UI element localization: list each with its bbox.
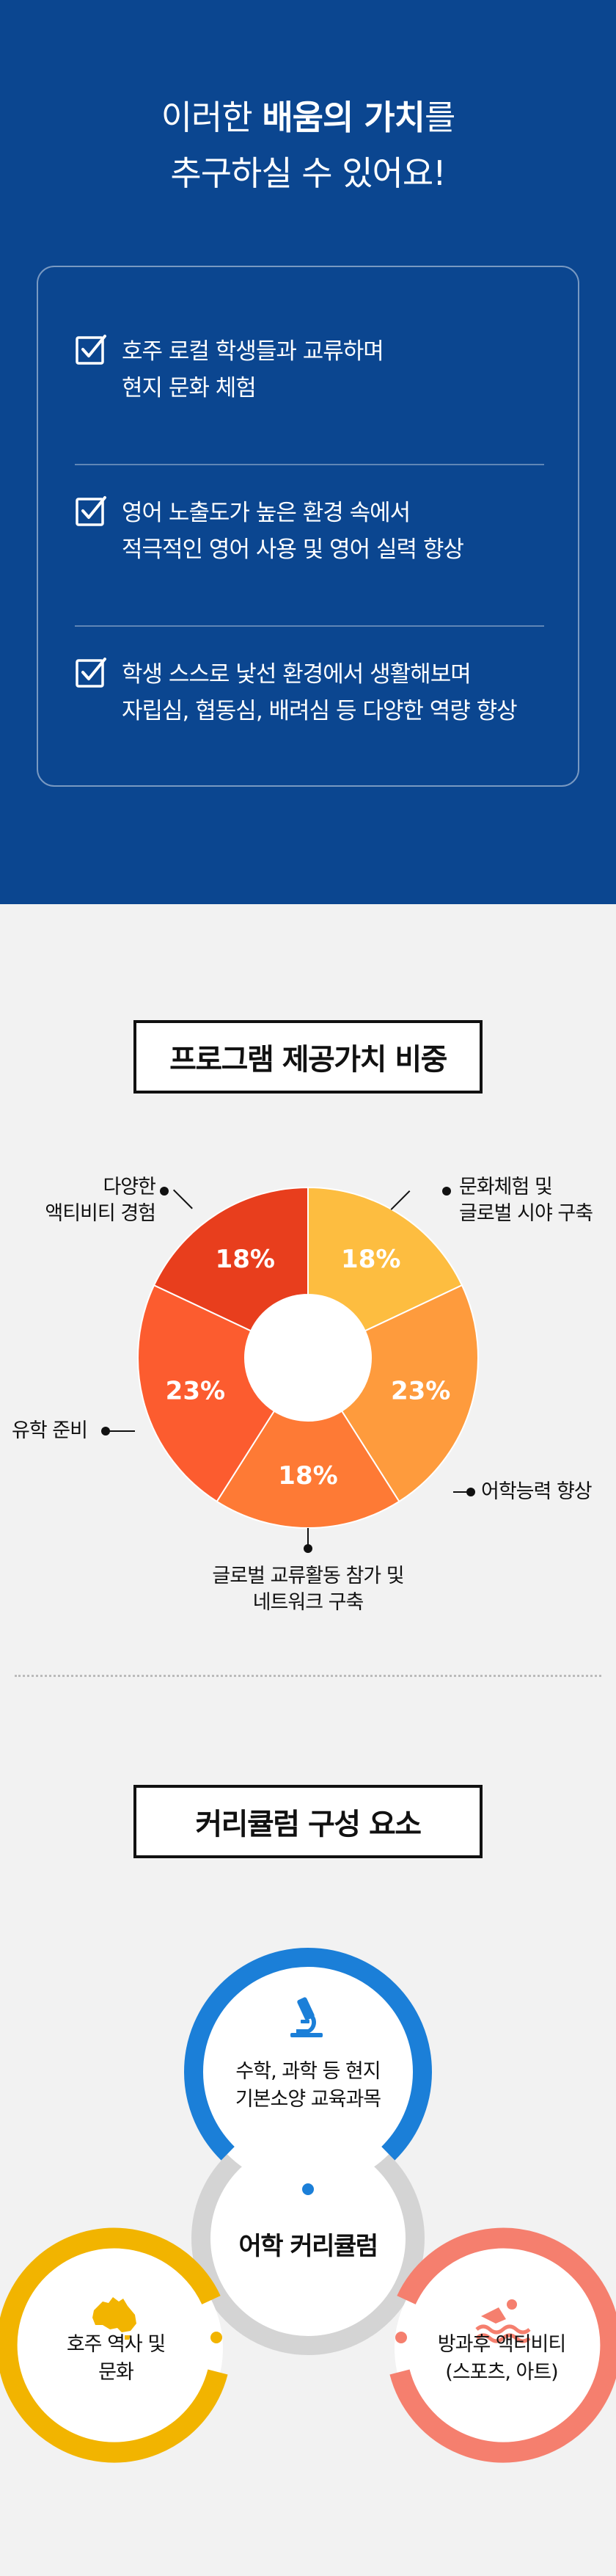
value-item: 학생 스스로 낯선 환경에서 생활해보며 자립심, 협동심, 배려심 등 다양한… bbox=[75, 656, 544, 774]
swimmer-icon bbox=[475, 2299, 531, 2343]
value-text: 호주 로컬 학생들과 교류하며 현지 문화 체험 bbox=[122, 338, 384, 401]
label-dot bbox=[442, 1187, 451, 1196]
leader-line bbox=[453, 1491, 468, 1493]
label-culture: 문화체험 및 글로벌 시야 구축 bbox=[459, 1176, 593, 1225]
value-item: 호주 로컬 학생들과 교류하며 현지 문화 체험 bbox=[75, 333, 544, 451]
curriculum-left-label: 호주 역사 및 문화 bbox=[66, 2333, 166, 2384]
top-bubble bbox=[194, 1959, 422, 2188]
label-network: 글로벌 교류활동 참가 및 네트워크 구축 bbox=[212, 1565, 404, 1614]
slice-value-label: 18% bbox=[341, 1245, 400, 1274]
label-study: 유학 준비 bbox=[12, 1419, 88, 1442]
section-separator bbox=[15, 1675, 601, 1677]
divider bbox=[75, 464, 544, 465]
label-dot bbox=[101, 1427, 110, 1436]
slice-value-label: 23% bbox=[166, 1377, 225, 1406]
curriculum-center-label: 어학 커리큘럼 bbox=[238, 2232, 378, 2261]
australia-map-icon bbox=[92, 2297, 136, 2340]
checkbox-icon bbox=[76, 496, 106, 526]
checkbox-icon bbox=[76, 658, 106, 688]
label-dot bbox=[304, 1544, 312, 1553]
slice-value-label: 23% bbox=[391, 1377, 450, 1406]
right-ring-arc bbox=[389, 2227, 616, 2463]
hero-section: 이러한 배움의 가치를 추구하실 수 있어요! 호주 로컬 학생들과 교류하며 … bbox=[0, 0, 616, 904]
divider bbox=[75, 625, 544, 627]
curriculum-section-title: 커리큘럼 구성 요소 bbox=[133, 1785, 483, 1858]
connector-dot bbox=[210, 2332, 222, 2343]
program-donut-chart: 18% 23% 18% 23% 18% bbox=[137, 1186, 479, 1529]
label-language: 어학능력 향상 bbox=[481, 1480, 593, 1503]
slice-value-label: 18% bbox=[278, 1461, 337, 1491]
value-item: 영어 노출도가 높은 환경 속에서 적극적인 영어 사용 및 영어 실력 향상 bbox=[75, 495, 544, 612]
hero-title-line2: 추구하실 수 있어요! bbox=[170, 153, 446, 193]
left-ring-arc bbox=[0, 2227, 228, 2463]
value-text: 학생 스스로 낯선 환경에서 생활해보며 자립심, 협동심, 배려심 등 다양한… bbox=[122, 661, 518, 724]
label-activity: 다양한 액티비티 경험 bbox=[45, 1176, 156, 1225]
hero-title: 이러한 배움의 가치를 추구하실 수 있어요! bbox=[0, 90, 616, 201]
left-bubble bbox=[9, 2241, 223, 2456]
leader-line bbox=[109, 1430, 135, 1432]
program-section-title: 프로그램 제공가치 비중 bbox=[133, 1020, 483, 1094]
learning-values-box: 호주 로컬 학생들과 교류하며 현지 문화 체험 영어 노출도가 높은 환경 속… bbox=[37, 266, 579, 787]
label-dot bbox=[466, 1488, 475, 1496]
donut-hole bbox=[245, 1295, 371, 1421]
hero-title-line1: 이러한 배움의 가치를 bbox=[161, 98, 456, 137]
connector-dot bbox=[302, 2183, 314, 2195]
connector-dot bbox=[395, 2332, 407, 2343]
label-dot bbox=[160, 1187, 169, 1196]
microscope-icon bbox=[290, 1997, 323, 2037]
checkbox-icon bbox=[76, 335, 106, 365]
leader-line bbox=[307, 1528, 309, 1546]
right-bubble bbox=[395, 2241, 609, 2456]
top-ring-arc bbox=[184, 1948, 432, 2161]
curriculum-diagram bbox=[0, 1948, 616, 2463]
curriculum-top-label: 수학, 과학 등 현지 기본소양 교육과목 bbox=[235, 2060, 381, 2111]
value-text: 영어 노출도가 높은 환경 속에서 적극적인 영어 사용 및 영어 실력 향상 bbox=[122, 500, 464, 563]
slice-value-label: 18% bbox=[216, 1245, 275, 1274]
curriculum-right-label: 방과후 액티비티 (스포츠, 아트) bbox=[437, 2333, 566, 2384]
